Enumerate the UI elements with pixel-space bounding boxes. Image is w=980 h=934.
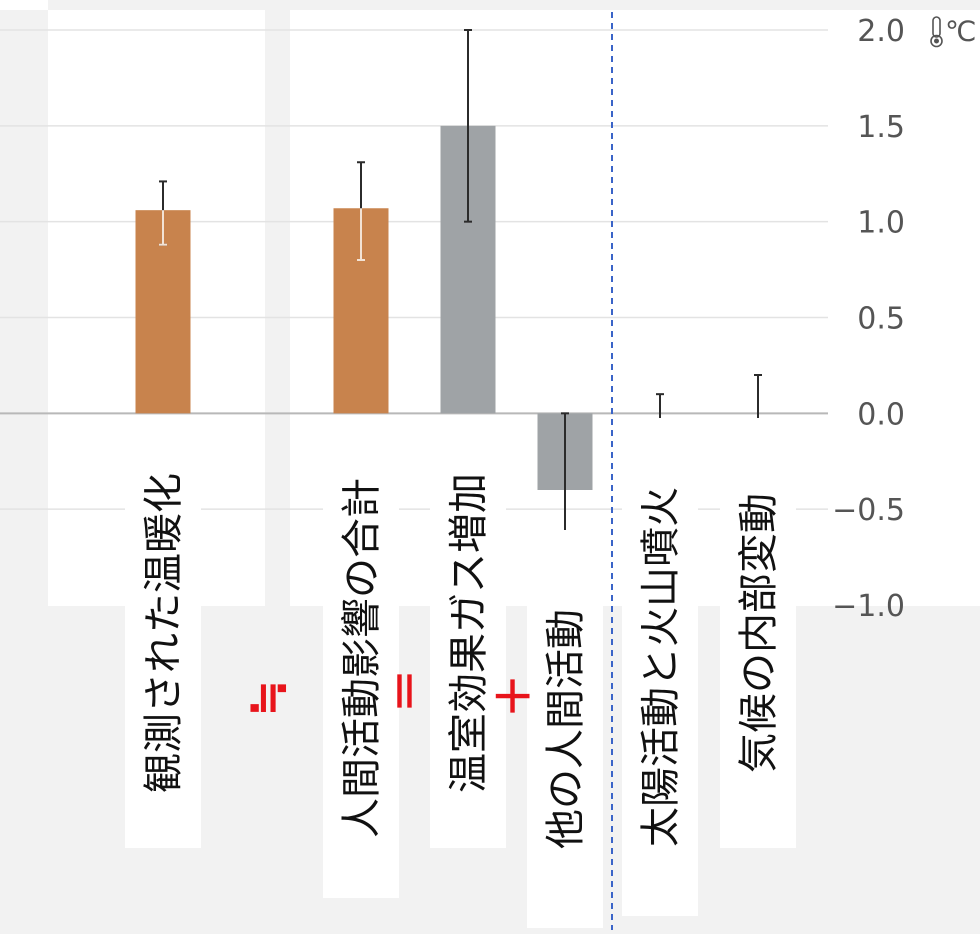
y-tick-label: −0.5 xyxy=(832,493,905,528)
label-box xyxy=(720,418,796,848)
relation-symbols: ≒ ＝ ＋ xyxy=(242,669,540,718)
y-tick-label: −1.0 xyxy=(832,589,905,624)
y-tick-label: 0.5 xyxy=(857,302,905,337)
relation-symbol: ＝ xyxy=(381,669,432,713)
category-label: 人間活動影響の合計 xyxy=(339,478,385,838)
category-label: 観測された温暖化 xyxy=(141,473,187,793)
gridlines xyxy=(0,29,828,510)
thermometer-fill xyxy=(934,38,939,44)
category-label: 温室効果ガス増加 xyxy=(446,473,492,793)
unit-group: ℃ xyxy=(930,15,976,48)
label-box xyxy=(323,418,399,898)
top-band xyxy=(48,0,980,10)
group-separator-band xyxy=(265,10,290,606)
unit-label: ℃ xyxy=(945,15,976,48)
y-axis-ticks: 2.0 1.5 1.0 0.5 0.0 −0.5 −1.0 xyxy=(832,14,905,624)
axis-panel xyxy=(830,10,980,606)
relation-symbol: ≒ xyxy=(242,680,293,717)
category-label: 気候の内部変動 xyxy=(736,493,782,773)
label-box xyxy=(125,418,201,848)
left-band xyxy=(0,10,48,606)
category-label: 太陽活動と火山噴火 xyxy=(638,487,684,847)
relation-symbol: ＋ xyxy=(489,674,540,718)
y-tick-label: 1.5 xyxy=(857,110,905,145)
y-tick-label: 0.0 xyxy=(857,397,905,432)
y-tick-label: 2.0 xyxy=(857,14,905,49)
thermometer-bulb xyxy=(930,34,943,48)
category-label: 他の人間活動 xyxy=(543,609,589,849)
y-tick-label: 1.0 xyxy=(857,206,905,241)
thermometer-tube xyxy=(932,16,941,38)
label-box xyxy=(527,530,603,928)
category-labels: 観測された温暖化 人間活動影響の合計 温室効果ガス増加 他の人間活動 太陽活動と火山噴火… xyxy=(125,418,796,928)
label-box xyxy=(430,418,506,848)
label-box xyxy=(622,418,698,916)
thermometer-icon xyxy=(930,16,943,48)
